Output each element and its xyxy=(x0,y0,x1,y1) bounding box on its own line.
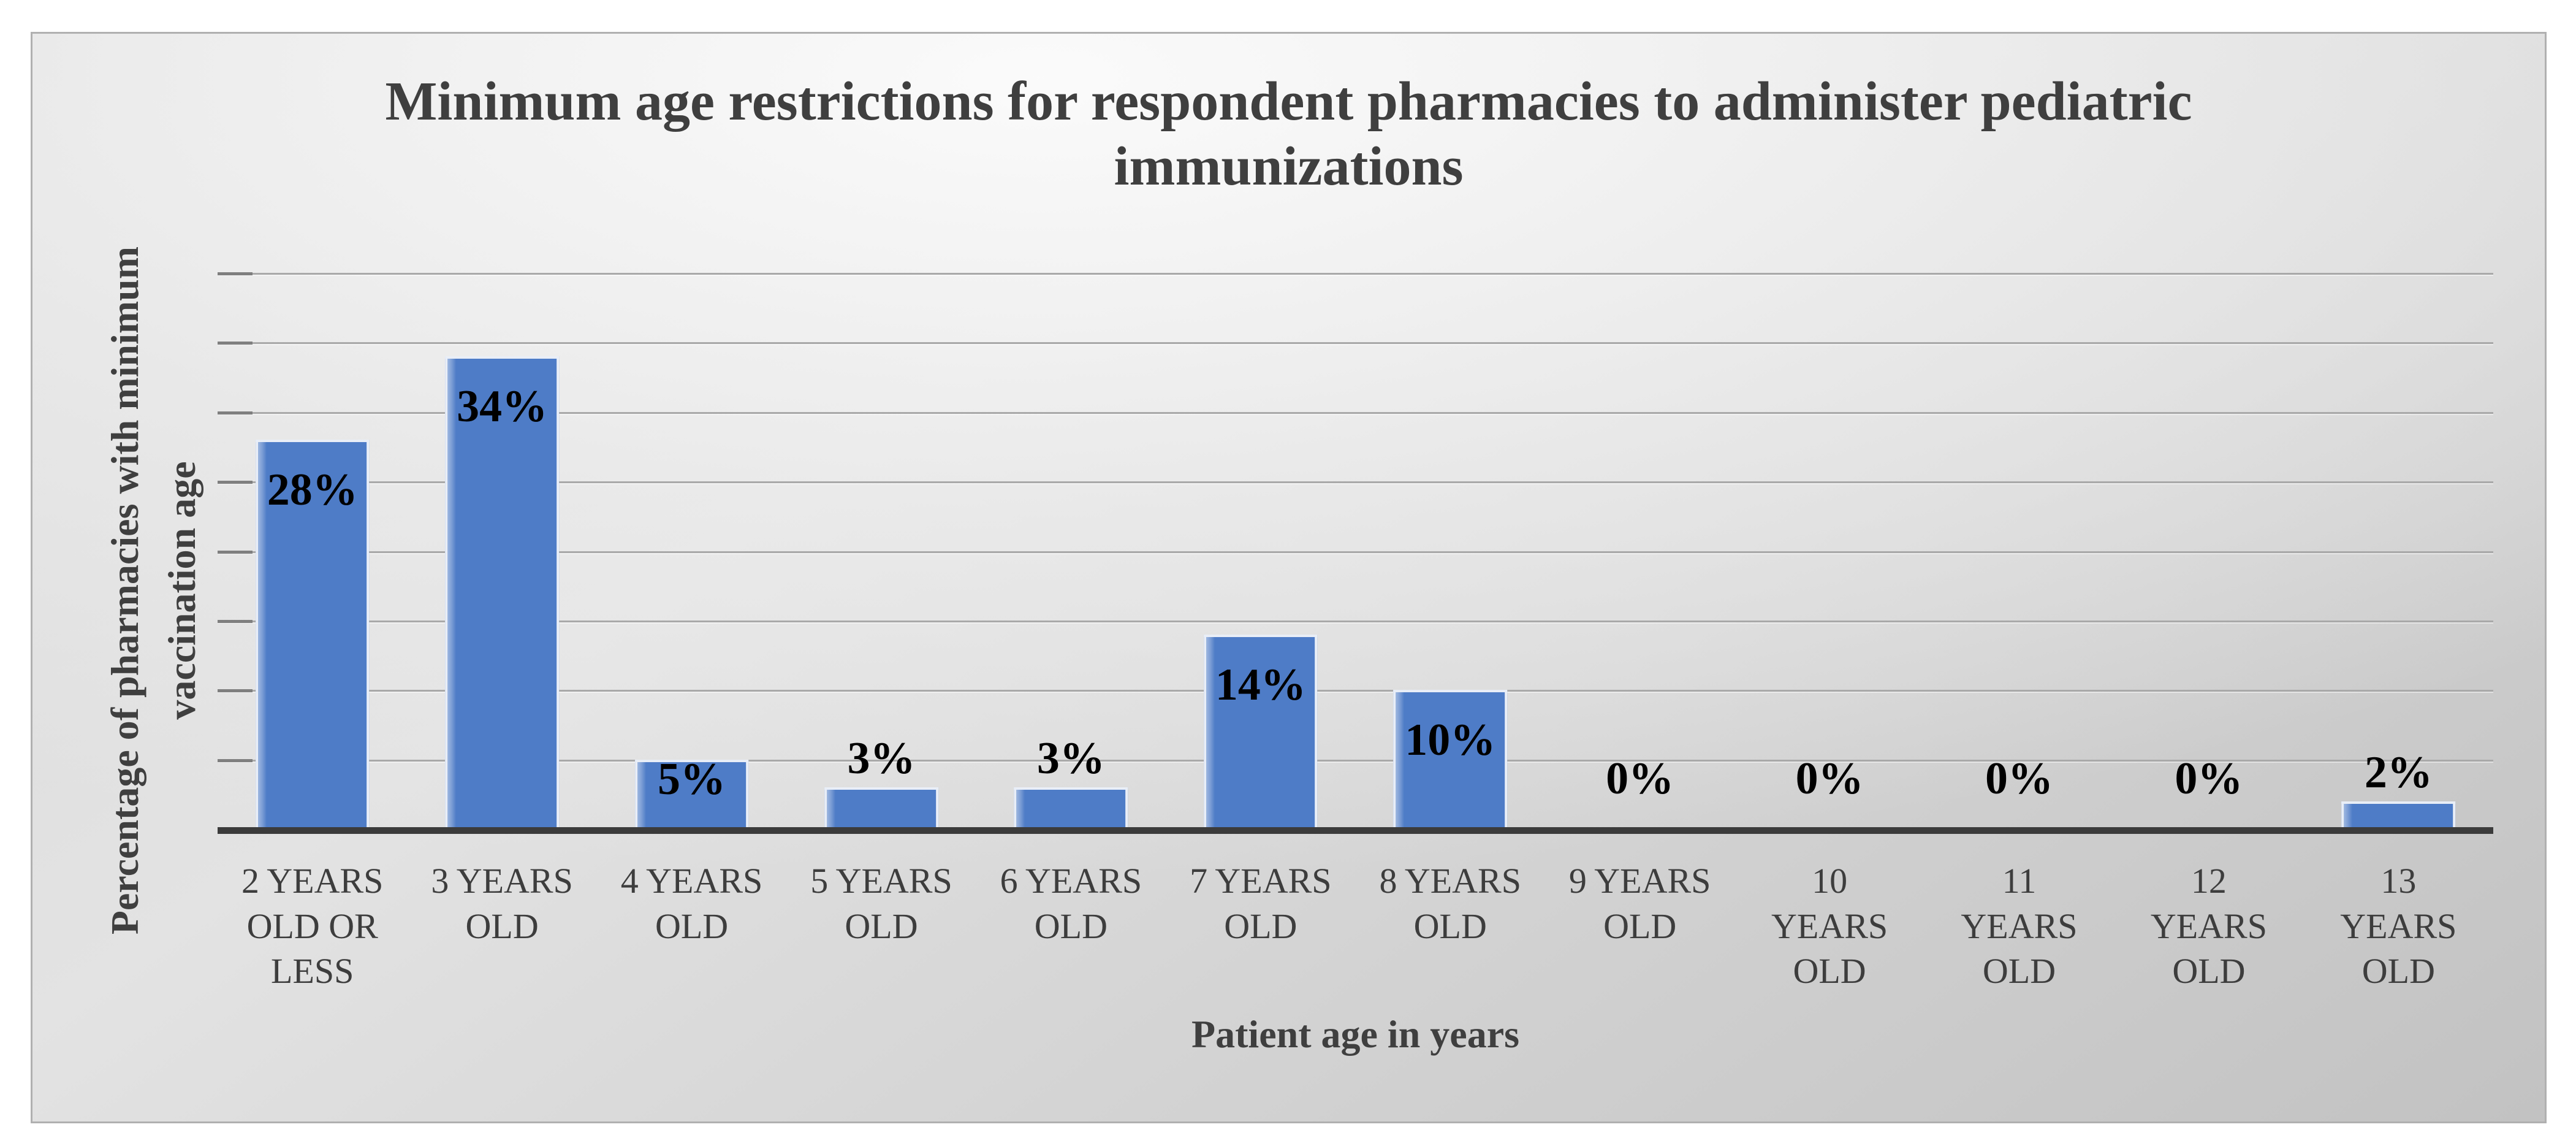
chart-title-line2: immunizations xyxy=(1114,136,1464,197)
category-label: 4 YEARS OLD xyxy=(620,861,763,946)
data-label: 0% xyxy=(2175,754,2243,804)
category-label: 11 YEARS OLD xyxy=(1961,861,2078,991)
y-axis-tick xyxy=(218,272,253,275)
category-label: 12 YEARS OLD xyxy=(2150,861,2267,991)
gridline xyxy=(218,342,2493,345)
data-label: 3% xyxy=(1036,733,1105,784)
bar xyxy=(1203,635,1318,829)
gridline xyxy=(218,620,2493,623)
chart-title-line1: Minimum age restrictions for respondent … xyxy=(385,71,2192,132)
data-label: 0% xyxy=(1985,754,2053,804)
data-label: 0% xyxy=(1606,754,1674,804)
bar-column: 0% xyxy=(1924,273,2114,829)
category-label: 5 YEARS OLD xyxy=(810,861,952,946)
bar xyxy=(255,440,370,829)
y-axis-tick xyxy=(218,551,253,554)
bars-row: 28% 34% 5% 3% 3% 14% 10% 0% 0% 0% 0% 2% xyxy=(218,273,2493,829)
category-label: 7 YEARS OLD xyxy=(1190,861,1332,946)
category-label: 6 YEARS OLD xyxy=(1000,861,1142,946)
data-label: 0% xyxy=(1795,754,1864,804)
bar-column: 34% xyxy=(407,273,596,829)
y-axis-title-line2: vaccination age xyxy=(159,461,203,720)
y-axis-tick xyxy=(218,620,253,623)
y-axis-title: Percentage of pharmacies with minimum va… xyxy=(97,112,213,1069)
gridline xyxy=(218,551,2493,554)
bar-column: 5% xyxy=(597,273,786,829)
gridline xyxy=(218,689,2493,692)
category-label: 2 YEARS OLD OR LESS xyxy=(241,861,384,991)
bar xyxy=(1014,787,1128,829)
data-label: 2% xyxy=(2364,747,2433,798)
gridline xyxy=(218,759,2493,762)
y-axis-tick xyxy=(218,481,253,484)
bar-column: 10% xyxy=(1356,273,1545,829)
category-label: 8 YEARS OLD xyxy=(1379,861,1521,946)
bar-column: 3% xyxy=(976,273,1166,829)
bar xyxy=(445,356,559,829)
y-axis-tick xyxy=(218,759,253,762)
gridline xyxy=(218,272,2493,275)
bar-column: 14% xyxy=(1166,273,1355,829)
category-label: 10 YEARS OLD xyxy=(1771,861,1888,991)
gridline xyxy=(218,411,2493,414)
y-axis-title-line1: Percentage of pharmacies with minimum xyxy=(103,246,146,935)
y-axis-tick xyxy=(218,342,253,345)
bar xyxy=(2341,801,2456,829)
y-axis-tick xyxy=(218,689,253,692)
bar xyxy=(634,760,749,829)
bar-column: 28% xyxy=(218,273,407,829)
data-label: 28% xyxy=(267,465,358,515)
chart-slide: Minimum age restrictions for respondent … xyxy=(31,32,2547,1123)
gridline xyxy=(218,481,2493,484)
bar xyxy=(1393,690,1508,829)
bar-column: 3% xyxy=(786,273,976,829)
data-label: 10% xyxy=(1405,715,1496,765)
bar xyxy=(824,787,938,829)
bar-column: 0% xyxy=(1734,273,1924,829)
data-label: 3% xyxy=(847,733,916,784)
data-label: 14% xyxy=(1215,660,1306,710)
bar-column: 0% xyxy=(2114,273,2303,829)
bar-column: 0% xyxy=(1545,273,1734,829)
y-axis-tick xyxy=(218,411,253,414)
category-label: 9 YEARS OLD xyxy=(1568,861,1711,946)
category-label: 3 YEARS OLD xyxy=(431,861,573,946)
category-label: 13 YEARS OLD xyxy=(2340,861,2457,991)
x-axis-line xyxy=(218,827,2493,834)
data-label: 5% xyxy=(658,754,726,804)
category-axis-labels: 2 YEARS OLD OR LESS 3 YEARS OLD 4 YEARS OL… xyxy=(218,858,2493,994)
data-label: 34% xyxy=(457,381,548,432)
bar-column: 2% xyxy=(2304,273,2493,829)
x-axis-title: Patient age in years xyxy=(1191,1012,1519,1056)
plot-area: 28% 34% 5% 3% 3% 14% 10% 0% 0% 0% 0% 2% xyxy=(218,272,2493,834)
chart-title: Minimum age restrictions for respondent … xyxy=(32,69,2545,199)
